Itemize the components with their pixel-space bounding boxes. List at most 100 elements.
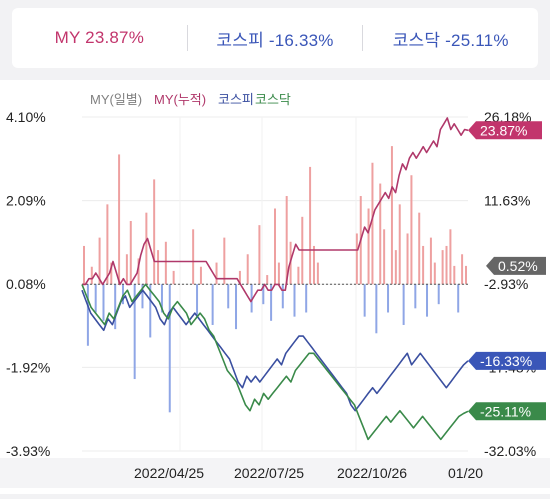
daily-bar — [367, 208, 370, 285]
daily-bar — [305, 284, 308, 313]
left-axis-tick: 0.08% — [6, 276, 46, 292]
daily-bar — [98, 237, 101, 285]
daily-bar — [262, 284, 265, 305]
series-line-my-cumulative — [82, 117, 469, 303]
daily-bar — [394, 250, 397, 285]
daily-bar — [387, 284, 390, 313]
daily-bar — [383, 229, 386, 285]
daily-bar — [121, 284, 124, 305]
daily-bar — [238, 270, 241, 285]
end-label-tag — [468, 121, 542, 140]
daily-bar — [129, 220, 132, 285]
daily-bar — [90, 266, 93, 285]
left-axis-tick: -1.92% — [6, 359, 50, 375]
daily-bar — [371, 162, 374, 285]
left-axis-tick: 4.10% — [6, 109, 46, 125]
daily-bar — [449, 229, 452, 285]
daily-bar — [402, 284, 405, 325]
series-line-kospi — [81, 289, 469, 412]
end-label-tag — [468, 351, 546, 370]
daily-bar — [133, 284, 136, 380]
right-axis-tick: -32.03% — [484, 443, 536, 459]
daily-bar — [406, 233, 409, 285]
right-axis-tick: -2.93% — [484, 276, 528, 292]
left-axis-tick: 2.09% — [6, 193, 46, 209]
summary-kosdaq-label: 코스닥 — [392, 30, 441, 50]
daily-bar — [429, 237, 432, 285]
daily-bar — [106, 204, 109, 285]
summary-divider — [362, 25, 364, 51]
daily-bar — [422, 245, 425, 285]
summary-kospi: 코스피 -16.33% — [188, 26, 363, 51]
daily-bar — [153, 179, 156, 285]
end-label-tag — [486, 256, 546, 275]
daily-bar — [414, 284, 417, 309]
summary-kospi-label: 코스피 — [216, 30, 264, 50]
daily-bar — [250, 284, 253, 313]
daily-bar — [94, 284, 97, 313]
summary-my-value: 23.87% — [85, 28, 145, 47]
x-axis-label: 2022/10/26 — [337, 465, 407, 481]
daily-bar — [453, 265, 456, 285]
end-label-text: -25.11% — [480, 403, 531, 419]
daily-bar — [110, 262, 113, 285]
summary-kospi-value: -16.33% — [268, 30, 334, 50]
daily-bar — [86, 284, 89, 346]
daily-bar — [266, 275, 269, 285]
legend-entry: 코스피 — [218, 92, 254, 107]
end-label-text: -16.33% — [480, 353, 532, 369]
legend-entry: 코스닥 — [255, 92, 291, 107]
summary-bar: MY 23.87% 코스피 -16.33% 코스닥 -25.11% — [12, 8, 538, 68]
left-axis-tick: -3.93% — [6, 443, 50, 459]
daily-bar — [398, 204, 401, 285]
end-label-tag — [468, 402, 546, 421]
daily-bar — [309, 166, 312, 285]
daily-bar — [441, 250, 444, 285]
summary-my: MY 23.87% — [12, 28, 187, 48]
x-axis-band — [0, 458, 550, 488]
daily-bar — [375, 284, 378, 334]
daily-bar — [235, 284, 238, 330]
daily-bar — [223, 237, 226, 285]
daily-bar — [118, 154, 121, 285]
daily-bar — [418, 212, 421, 285]
legend-entry: MY(누적) — [154, 92, 206, 107]
daily-bar — [149, 284, 152, 338]
daily-bar — [137, 258, 140, 285]
daily-bar — [192, 229, 195, 285]
legend-entry: MY(일별) — [90, 92, 142, 107]
daily-bar — [297, 266, 300, 285]
x-axis-label: 2022/07/25 — [234, 465, 304, 481]
daily-bar — [390, 146, 393, 285]
daily-bar — [157, 250, 160, 285]
series-line-kosdaq — [81, 283, 469, 441]
daily-bar — [312, 245, 315, 285]
daily-bar — [211, 284, 214, 325]
daily-bar — [277, 262, 280, 285]
daily-bar — [363, 284, 366, 317]
daily-bar — [426, 284, 429, 317]
daily-bar — [83, 245, 85, 285]
daily-bar — [102, 284, 105, 321]
daily-bar — [410, 175, 413, 285]
daily-bar — [199, 266, 202, 285]
end-label-text: 0.52% — [498, 258, 538, 274]
daily-bar — [293, 284, 296, 317]
daily-bar — [270, 284, 273, 321]
daily-bar — [445, 245, 448, 285]
summary-my-label: MY — [54, 28, 81, 47]
daily-bar — [168, 284, 171, 413]
daily-bar — [285, 196, 288, 285]
chart-panel: 4.10% 2.09% 0.08% -1.92% -3.93% 26.18% 11.63% -… — [0, 80, 550, 494]
daily-bar — [160, 284, 163, 313]
x-axis-label: 01/20 — [448, 465, 483, 481]
daily-bar — [125, 254, 128, 285]
daily-bar — [164, 241, 167, 285]
end-label-text: 23.87% — [480, 122, 527, 138]
summary-divider — [186, 25, 188, 51]
daily-bar — [196, 284, 199, 317]
summary-kosdaq: 코스닥 -25.11% — [363, 26, 538, 51]
daily-bar — [437, 284, 440, 305]
daily-bar — [145, 212, 148, 285]
daily-bar — [433, 262, 436, 285]
